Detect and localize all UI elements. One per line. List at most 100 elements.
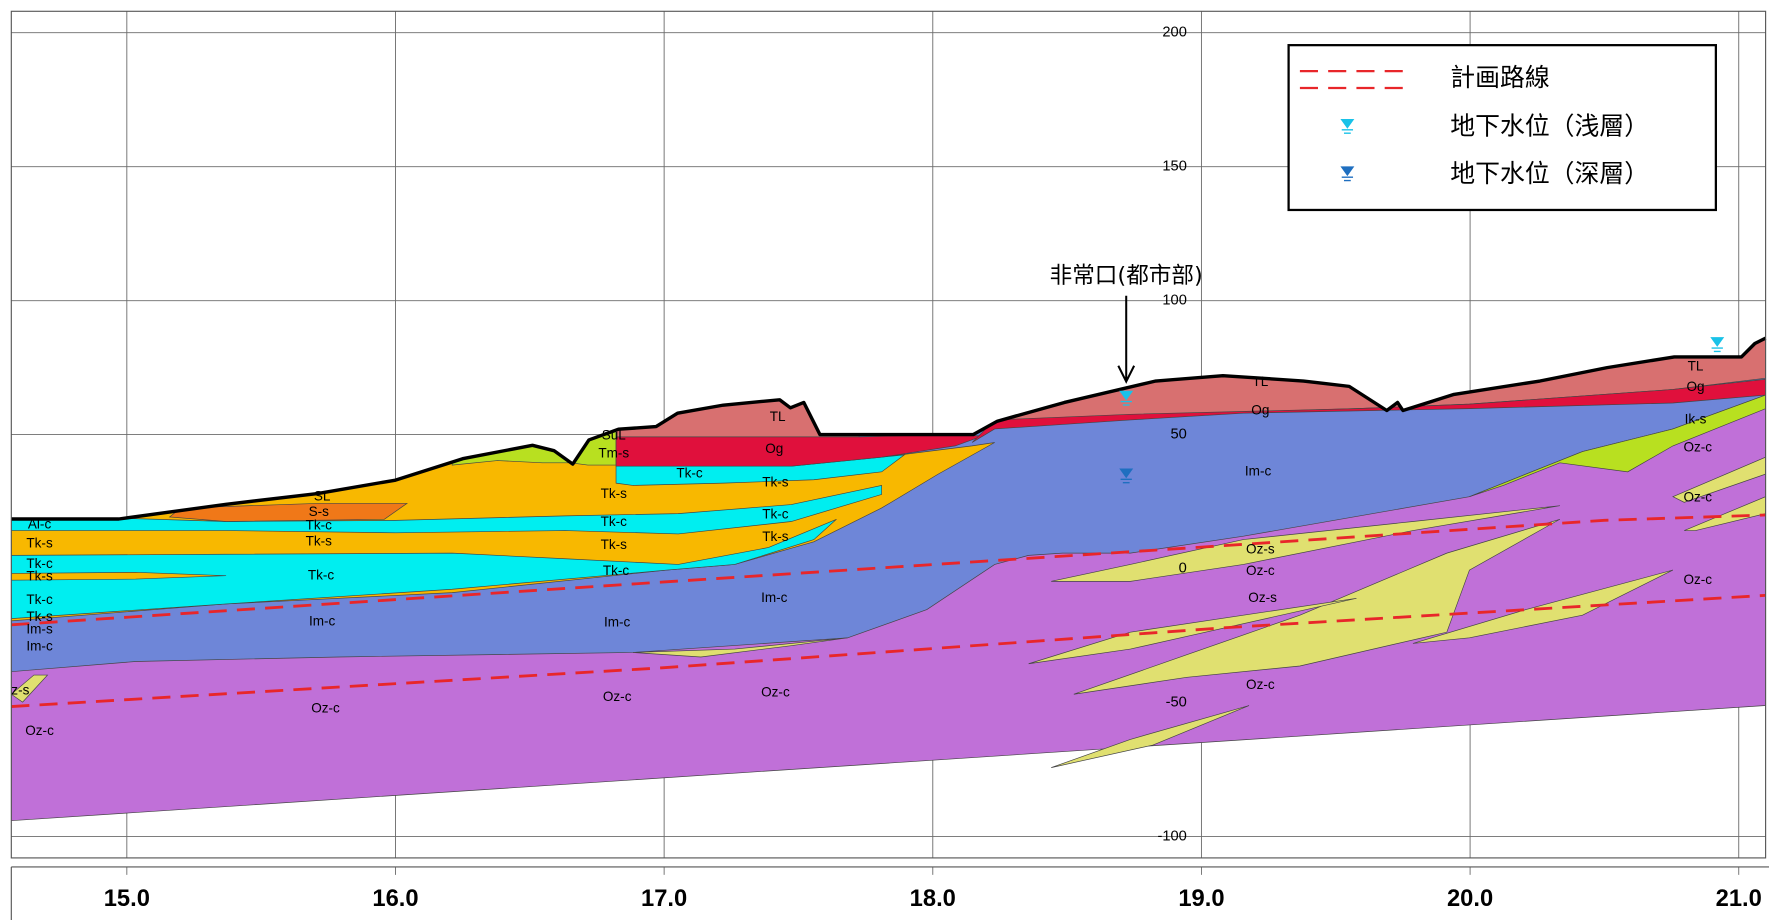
x-tick-label: 19.0	[1178, 886, 1224, 912]
water-level-symbol	[1119, 390, 1134, 406]
layer-label: Im-c	[309, 614, 336, 629]
route-line	[11, 513, 1766, 627]
water-level	[1710, 337, 1725, 353]
layer-label: Oz-c	[1246, 563, 1275, 578]
layer-label: Tk-c	[601, 514, 628, 529]
layer-label: Tk-c	[762, 506, 789, 521]
x-tick-label: 20.0	[1447, 886, 1493, 912]
layer-label: Tk-s	[26, 609, 53, 624]
layer-oz-s	[1412, 569, 1674, 644]
layer-tk-c	[11, 518, 837, 619]
layer-label: Tk-s	[762, 529, 789, 544]
y-tick-label: -50	[1166, 694, 1187, 710]
x-tick-label: 18.0	[910, 886, 956, 912]
x-tick-label: 16.0	[372, 886, 418, 912]
layer-label: Tk-s	[26, 568, 53, 583]
layer-oz-s	[1051, 505, 1560, 582]
layer-label: Oz-c	[1246, 677, 1275, 692]
layer-label: Tk-c	[26, 556, 53, 571]
layer-oz-s	[632, 637, 848, 658]
layer-label: TL	[1252, 374, 1268, 389]
marks	[11, 336, 1767, 708]
y-tick-label: 100	[1162, 293, 1187, 309]
layer-label: Og	[1251, 402, 1269, 417]
y-tick-label: 150	[1162, 159, 1187, 175]
layer-oz-s	[1028, 597, 1357, 665]
layer-ik-s	[1469, 394, 1766, 498]
water-level-symbol	[1710, 337, 1725, 353]
layer-label: Tk-s	[26, 536, 53, 551]
layer-label: Og	[1686, 379, 1704, 394]
water-level-symbol	[1340, 166, 1355, 182]
layer-label: Tk-c	[603, 563, 630, 578]
y-tick-label: 200	[1162, 25, 1187, 41]
layer-og	[971, 378, 1766, 443]
layer-label: Im-c	[761, 590, 788, 605]
layer-label: Tk-c	[26, 592, 53, 607]
layer-label: SL	[314, 488, 331, 503]
layer-label: Og	[765, 441, 783, 456]
layer-label: Tm-s	[598, 445, 629, 460]
y-tick-label: -100	[1157, 828, 1186, 844]
layer-label: z-s	[11, 682, 29, 697]
layer-label: TL	[770, 409, 786, 424]
water-level	[1119, 390, 1134, 406]
layer-tl	[615, 338, 860, 438]
layer-label: Im-s	[26, 621, 53, 636]
layer-label: Tk-s	[601, 537, 628, 552]
layer-oz-s	[1051, 705, 1250, 768]
layer-label: Oz-c	[311, 700, 340, 715]
x-tick-label: 21.0	[1716, 886, 1762, 912]
layer-oz-s	[1073, 518, 1561, 695]
water-level	[1340, 118, 1355, 134]
legend-box	[1287, 44, 1718, 212]
legend-label: 計画路線	[1450, 63, 1549, 92]
layer-label: Oz-c	[1683, 440, 1712, 455]
layer-label: Al-c	[28, 516, 52, 531]
layer-label: Oz-s	[1248, 590, 1277, 605]
layer-label: Oz-c	[1683, 572, 1712, 587]
layer-label: Im-c	[604, 615, 631, 630]
layer-oz-s	[1672, 456, 1766, 503]
layer-label: Ik-s	[1685, 412, 1707, 427]
layer-label: Oz-s	[1246, 541, 1275, 556]
layer-label: Oz-c	[761, 685, 790, 700]
water-level	[1119, 468, 1134, 484]
layer-label: TL	[1688, 358, 1704, 373]
x-tick-label: 17.0	[641, 886, 687, 912]
plot-frame	[10, 10, 1767, 859]
x-tick-label: 15.0	[104, 886, 150, 912]
water-level	[1340, 166, 1355, 182]
layer-s-s	[168, 503, 409, 522]
ground-surface	[11, 336, 1767, 521]
layer-tk-s	[11, 571, 227, 581]
layer-label: Oz-c	[1683, 489, 1712, 504]
layer-label: Tk-s	[306, 533, 333, 548]
layer-label: Tk-c	[306, 518, 333, 533]
y-tick-label: 0	[1179, 560, 1187, 576]
water-level-symbol	[1340, 118, 1355, 134]
layer-og	[615, 435, 984, 467]
water-level-symbol	[1119, 468, 1134, 484]
legend-label: 地下水位（深層）	[1450, 159, 1649, 188]
layer-label: Tk-c	[308, 567, 335, 582]
layer-oz-s	[1684, 496, 1766, 531]
annotation: 非常口(都市部)	[1050, 263, 1203, 289]
layer-label: Im-c	[1245, 463, 1272, 478]
layer-label: Oz-c	[603, 689, 632, 704]
legend-label: 地下水位（浅層）	[1450, 112, 1649, 141]
legend-symbols	[1299, 69, 1404, 182]
layer-label: Im-c	[26, 638, 53, 653]
layer-label: Tk-s	[601, 486, 628, 501]
layer-label: S-s	[309, 504, 330, 519]
y-tick-label: 50	[1171, 426, 1187, 442]
layer-label: SuL	[602, 427, 627, 442]
layer-label: Oz-c	[25, 723, 54, 738]
legend: 計画路線 地下水位（浅層） 地下水位（深層）	[1287, 44, 1718, 212]
annotation-arrow	[1117, 295, 1136, 384]
layer-oz-s	[11, 674, 49, 703]
route-line	[11, 593, 1766, 708]
layer-label: Tk-s	[762, 475, 789, 490]
